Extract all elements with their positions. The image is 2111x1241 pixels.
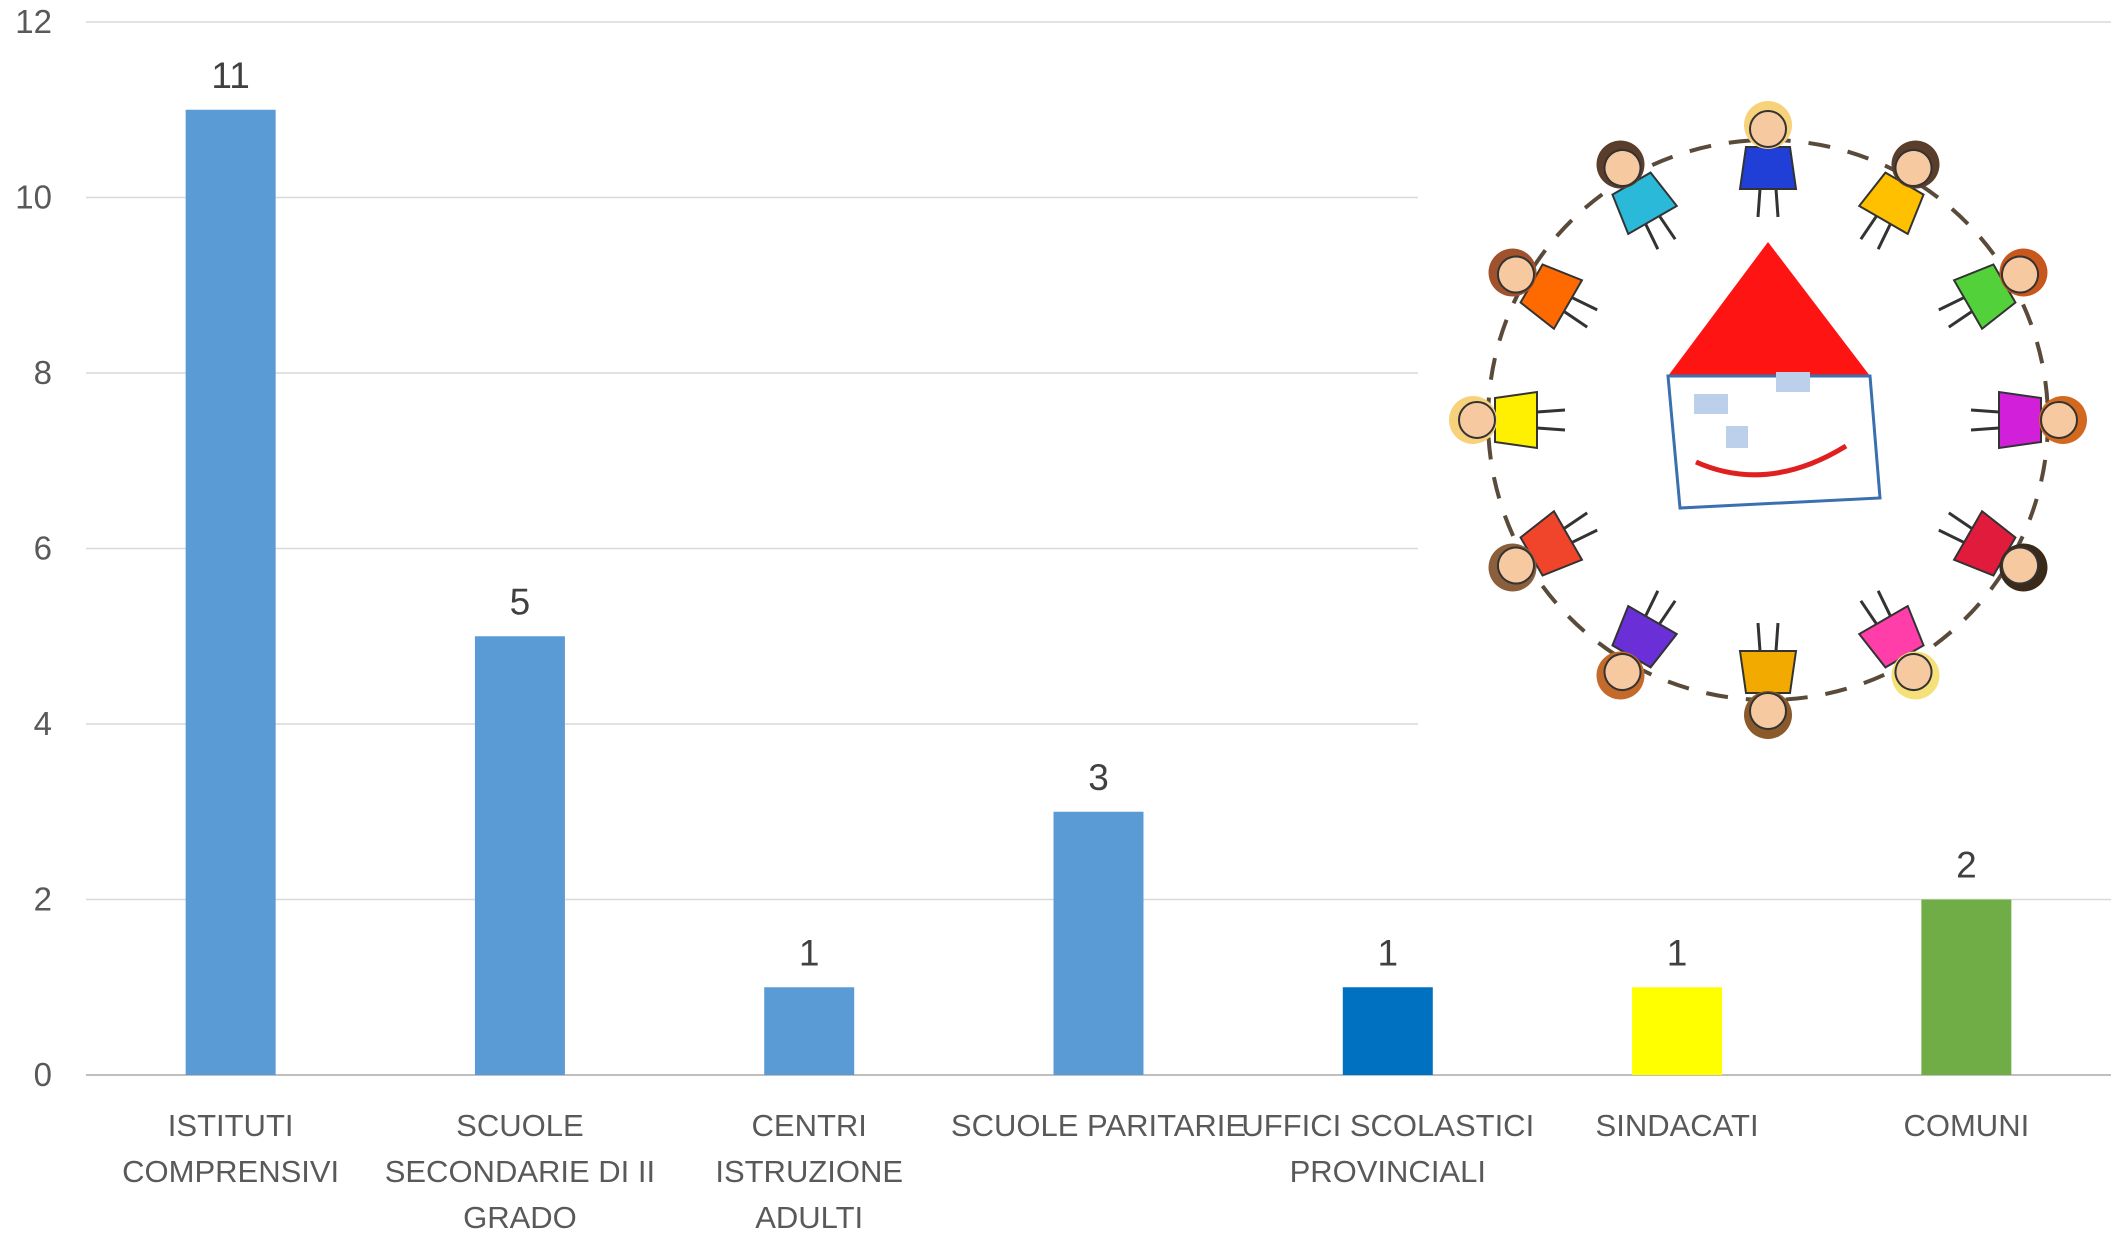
child-face <box>1749 110 1787 148</box>
child-leg <box>1774 188 1780 218</box>
y-tick-label: 12 <box>15 3 52 40</box>
child-face <box>1749 692 1787 730</box>
x-tick-label: SCUOLE PARITARIE <box>950 1108 1247 1143</box>
child-leg <box>1563 310 1589 329</box>
y-tick-label: 4 <box>34 705 52 742</box>
child-figure <box>1857 140 1940 250</box>
x-tick-label: UFFICI SCOLASTICI PROVINCIALI <box>1241 1108 1535 1189</box>
child-leg <box>1756 622 1762 652</box>
child-leg <box>1938 528 1965 544</box>
house-icon <box>1666 242 1882 510</box>
bars <box>185 109 2012 1075</box>
child-leg <box>1970 426 2000 432</box>
house-window-left <box>1694 394 1728 414</box>
child-face <box>2001 546 2040 585</box>
house-window-right <box>1776 372 1810 392</box>
child-leg <box>1756 188 1762 218</box>
child-leg <box>1938 296 1965 312</box>
child-face <box>1496 255 1535 294</box>
child-figure <box>1449 390 1566 450</box>
child-figure <box>1488 248 1598 331</box>
data-label: 2 <box>1956 845 1977 886</box>
y-tick-label: 8 <box>34 354 52 391</box>
x-tick-label: CENTRI ISTRUZIONE ADULTI <box>715 1108 904 1235</box>
child-figure <box>1596 140 1679 250</box>
data-label: 1 <box>799 932 820 973</box>
child-figure <box>1488 509 1598 592</box>
house-smile <box>1694 443 1848 478</box>
child-leg <box>1947 310 1973 329</box>
child-figure <box>1938 248 2048 331</box>
child-face <box>2040 401 2078 439</box>
child-figure <box>1596 590 1679 700</box>
child-dress <box>1494 390 1538 450</box>
child-leg <box>1644 590 1660 617</box>
child-leg <box>1947 511 1973 530</box>
y-tick-label: 2 <box>34 881 52 918</box>
data-label: 1 <box>1377 932 1398 973</box>
child-leg <box>1774 622 1780 652</box>
child-figure <box>1738 101 1798 218</box>
child-leg <box>1876 223 1892 250</box>
bar <box>1342 987 1433 1075</box>
gridlines <box>86 21 2111 1076</box>
x-tick-label: ISTITUTI COMPRENSIVI <box>122 1108 340 1189</box>
y-tick-label: 10 <box>15 179 52 216</box>
child-leg <box>1536 426 1566 432</box>
bar <box>1053 811 1144 1075</box>
child-leg <box>1658 215 1677 241</box>
child-figure <box>1938 509 2048 592</box>
child-dress <box>1738 146 1798 190</box>
data-label: 5 <box>510 581 531 622</box>
child-leg <box>1571 528 1598 544</box>
child-face <box>2001 255 2040 294</box>
y-tick-label: 0 <box>34 1056 52 1093</box>
child-face <box>1603 148 1642 187</box>
house-nose <box>1726 426 1748 448</box>
child-leg <box>1876 590 1892 617</box>
x-tick-label: SCUOLE SECONDARIE DI II GRADO <box>384 1108 656 1235</box>
y-axis-ticks: 0 2 4 6 8 10 12 <box>15 3 52 1093</box>
children-circle-illustration <box>1418 90 2111 750</box>
child-figure <box>1857 590 1940 700</box>
bar <box>185 109 276 1075</box>
data-label: 11 <box>211 55 249 96</box>
child-figure <box>1970 390 2087 450</box>
child-leg <box>1970 408 2000 414</box>
child-leg <box>1658 599 1677 625</box>
bar <box>1921 899 2012 1075</box>
child-figure <box>1738 622 1798 739</box>
child-leg <box>1571 296 1598 312</box>
child-leg <box>1536 408 1566 414</box>
child-leg <box>1859 599 1878 625</box>
bar <box>764 987 855 1075</box>
house-roof <box>1668 242 1870 376</box>
child-face <box>1458 401 1496 439</box>
x-tick-label: COMUNI <box>1903 1108 2030 1143</box>
child-dress <box>1738 650 1798 694</box>
bar <box>1632 987 1723 1075</box>
child-leg <box>1859 215 1878 241</box>
child-dress <box>1998 390 2042 450</box>
children-group <box>1449 101 2087 739</box>
bar <box>474 636 565 1075</box>
child-leg <box>1563 511 1589 530</box>
child-leg <box>1644 223 1660 250</box>
child-face <box>1894 148 1933 187</box>
x-tick-label: SINDACATI <box>1595 1108 1759 1143</box>
y-tick-label: 6 <box>34 530 52 567</box>
child-face <box>1496 546 1535 585</box>
data-label: 3 <box>1088 757 1109 798</box>
child-face <box>1894 653 1933 692</box>
child-face <box>1603 653 1642 692</box>
data-label: 1 <box>1667 932 1688 973</box>
